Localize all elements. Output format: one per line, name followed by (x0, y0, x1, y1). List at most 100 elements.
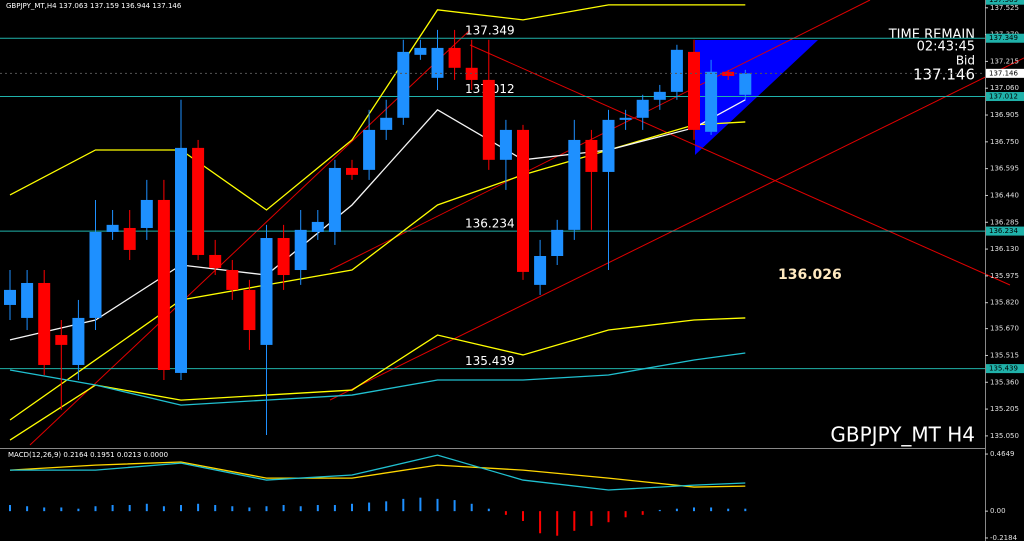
y-tick-label: 136.440 (990, 191, 1019, 199)
histogram-bar (539, 511, 542, 534)
histogram-bar (299, 506, 302, 512)
time-remain: 02:43:45 (917, 40, 975, 55)
histogram-bar (658, 509, 661, 512)
candle-body (192, 147, 205, 255)
histogram-bar (128, 505, 131, 512)
y-tick-label: 136.130 (990, 245, 1019, 253)
candle-body (653, 91, 666, 100)
histogram-bar (710, 507, 713, 512)
candle-body (38, 282, 51, 365)
y-tick-label: 137.215 (990, 57, 1019, 65)
candle-body (226, 270, 239, 290)
candle-body (499, 129, 512, 160)
candle-body (106, 224, 119, 232)
trend-line (329, 0, 871, 271)
candle-body (175, 147, 187, 373)
chart-title: GBPJPY_MT,H4 137.063 137.159 136.944 137… (6, 2, 182, 10)
histogram-bar (145, 503, 148, 512)
histogram-bar (333, 505, 336, 512)
candle-body (277, 238, 290, 276)
candle-body (739, 73, 752, 95)
candle-body (21, 282, 34, 318)
candle-body (346, 167, 358, 175)
histogram-bar (26, 506, 29, 512)
indicator-line (9, 4, 746, 211)
candle-body (4, 289, 16, 305)
histogram-bar (43, 507, 46, 512)
candle-body (140, 199, 153, 228)
macd-title: MACD(12,26,9) 0.2164 0.1951 0.0213 0.000… (8, 451, 168, 459)
indicator-line (9, 352, 746, 406)
level-label: 137.349 (465, 24, 515, 38)
bid-price: 137.146 (913, 66, 975, 84)
bid-tag-label: 137.146 (989, 69, 1018, 77)
histogram-bar (727, 508, 730, 512)
candle-body (517, 129, 529, 272)
candle-body (585, 139, 598, 172)
histogram-bar (162, 506, 165, 512)
histogram-bar (522, 511, 524, 521)
histogram-bar (453, 500, 456, 512)
candle-body (431, 47, 444, 78)
histogram-bar (744, 508, 747, 512)
histogram-bar (504, 511, 507, 515)
y-tick-label: 0.4649 (990, 450, 1015, 458)
y-tick-label: 135.050 (990, 432, 1019, 440)
bid-label: Bid (956, 54, 975, 68)
candle-body (311, 221, 324, 232)
histogram-bar (265, 506, 268, 512)
y-tick-label: 135.360 (990, 378, 1019, 386)
candle-body (363, 129, 376, 170)
histogram-bar (94, 506, 97, 512)
y-tick-label: 135.975 (990, 272, 1019, 280)
y-tick-label: 0.00 (990, 507, 1006, 515)
candle-body (705, 71, 718, 132)
histogram-bar (351, 503, 353, 512)
histogram-bar (316, 505, 319, 512)
histogram-bar (641, 511, 644, 515)
histogram-bar (675, 508, 678, 512)
histogram-bar (436, 498, 439, 512)
candle-body (123, 227, 136, 250)
candle-body (448, 47, 461, 68)
level-tag-label: 137.349 (989, 34, 1018, 42)
candle-body (414, 47, 427, 55)
level-tag (986, 92, 1024, 102)
histogram-bar (402, 498, 405, 512)
symbol-watermark: GBPJPY_MT H4 (830, 423, 975, 447)
histogram-bar (248, 507, 251, 512)
indicator-line (9, 99, 746, 341)
level-tag (986, 33, 1024, 43)
candle-body (89, 231, 102, 318)
histogram-bar (282, 505, 285, 512)
candle-body (397, 51, 410, 118)
candle-body (72, 317, 85, 365)
candle-body (55, 335, 68, 345)
y-tick-label: -0.2184 (990, 534, 1018, 541)
histogram-bar (385, 501, 388, 512)
candle-body (380, 117, 393, 130)
histogram-bar (607, 511, 610, 523)
level-tag (986, 364, 1024, 374)
candle-body (534, 256, 547, 285)
histogram-bar (624, 511, 627, 518)
candle-body (465, 67, 478, 80)
y-tick-label: 136.750 (990, 138, 1019, 146)
indicator-line (9, 317, 746, 441)
candle-body (243, 289, 256, 331)
histogram-bar (231, 506, 234, 512)
top-tag (986, 0, 1024, 5)
level-label: 136.234 (465, 217, 515, 231)
candle-body (294, 229, 307, 271)
histogram-bar (9, 505, 11, 512)
histogram-bar (214, 505, 217, 512)
y-tick-label: 137.060 (990, 84, 1019, 92)
level-label: 135.439 (465, 354, 515, 368)
level-tag-label: 135.439 (989, 365, 1018, 373)
histogram-bar (197, 503, 200, 512)
histogram-bar (111, 505, 114, 512)
indicator-line (9, 461, 746, 488)
